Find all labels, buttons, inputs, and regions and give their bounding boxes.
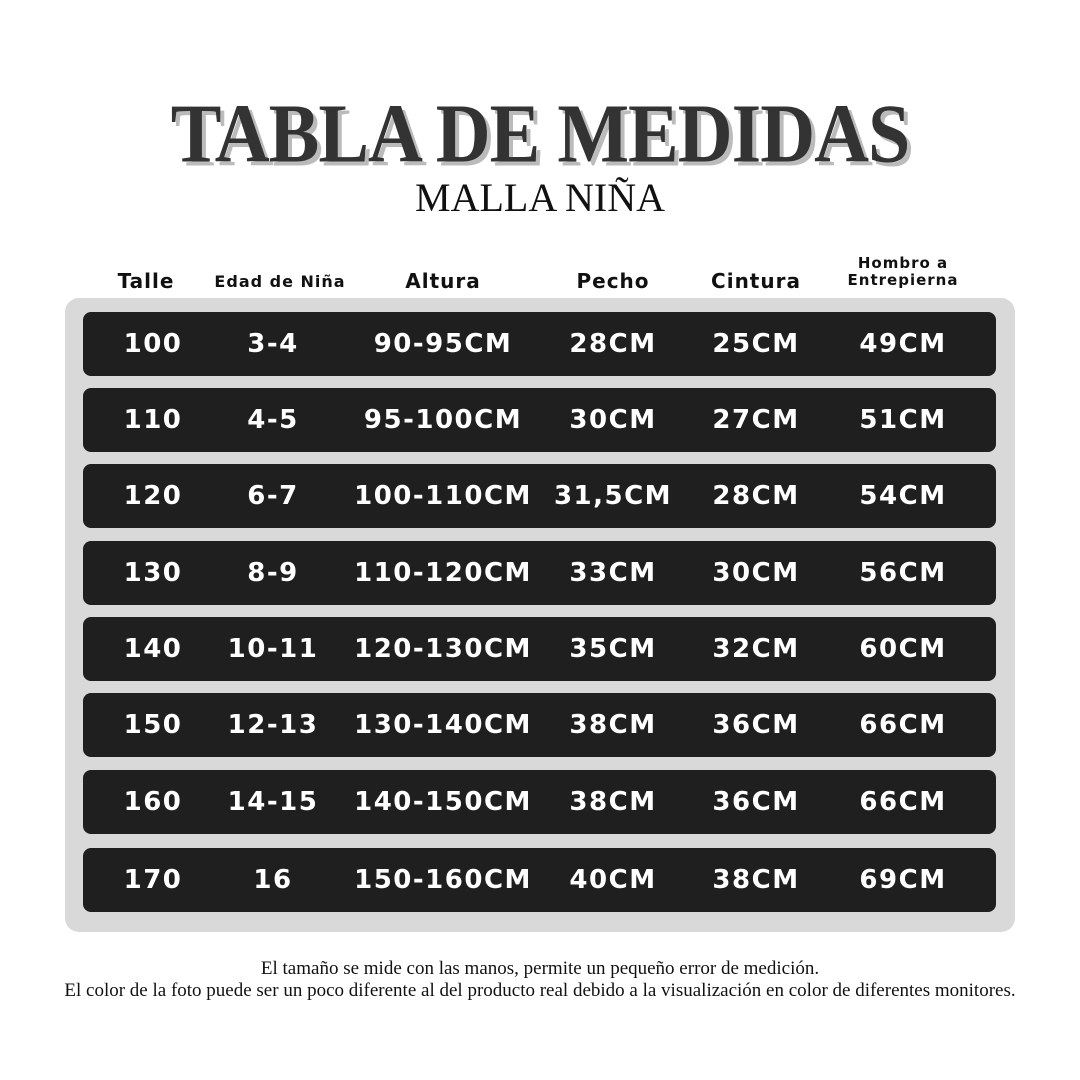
cell-talle: 150 — [123, 710, 183, 740]
cell-edad: 10-11 — [227, 634, 319, 664]
cell-hombro-entrepierna: 51CM — [859, 405, 947, 435]
cell-altura: 110-120CM — [354, 558, 532, 588]
table-row: 100 3-4 90-95CM 28CM 25CM 49CM — [83, 312, 996, 376]
cell-edad: 6-7 — [247, 481, 299, 511]
cell-altura: 130-140CM — [354, 710, 532, 740]
cell-talle: 140 — [123, 634, 183, 664]
cell-hombro-entrepierna: 56CM — [859, 558, 947, 588]
cell-cintura: 32CM — [712, 634, 800, 664]
table-row: 170 16 150-160CM 40CM 38CM 69CM — [83, 848, 996, 912]
cell-talle: 100 — [123, 329, 183, 359]
cell-edad: 4-5 — [247, 405, 299, 435]
table-row: 110 4-5 95-100CM 30CM 27CM 51CM — [83, 388, 996, 452]
header-pecho: Pecho — [576, 269, 650, 293]
cell-cintura: 28CM — [712, 481, 800, 511]
cell-talle: 120 — [123, 481, 183, 511]
cell-altura: 95-100CM — [363, 405, 523, 435]
table-row: 120 6-7 100-110CM 31,5CM 28CM 54CM — [83, 464, 996, 528]
cell-altura: 120-130CM — [354, 634, 532, 664]
cell-altura: 100-110CM — [354, 481, 532, 511]
cell-pecho: 28CM — [569, 329, 657, 359]
header-cintura: Cintura — [711, 269, 801, 293]
header-altura: Altura — [405, 269, 481, 293]
cell-cintura: 36CM — [712, 710, 800, 740]
footer-note: El tamaño se mide con las manos, permite… — [40, 958, 1040, 1002]
footer-line: El color de la foto puede ser un poco di… — [64, 980, 1016, 1001]
table-row: 150 12-13 130-140CM 38CM 36CM 66CM — [83, 693, 996, 757]
cell-pecho: 38CM — [569, 710, 657, 740]
cell-hombro-entrepierna: 49CM — [859, 329, 947, 359]
cell-edad: 8-9 — [247, 558, 299, 588]
cell-edad: 12-13 — [227, 710, 319, 740]
cell-cintura: 38CM — [712, 865, 800, 895]
cell-pecho: 35CM — [569, 634, 657, 664]
cell-talle: 170 — [123, 865, 183, 895]
cell-hombro-entrepierna: 60CM — [859, 634, 947, 664]
header-line: Entrepierna — [847, 271, 959, 289]
cell-pecho: 38CM — [569, 787, 657, 817]
cell-cintura: 27CM — [712, 405, 800, 435]
cell-edad: 3-4 — [247, 329, 299, 359]
page-title: TABLA DE MEDIDAS — [170, 87, 911, 180]
cell-cintura: 25CM — [712, 329, 800, 359]
cell-hombro-entrepierna: 66CM — [859, 787, 947, 817]
cell-pecho: 33CM — [569, 558, 657, 588]
cell-altura: 90-95CM — [373, 329, 513, 359]
cell-altura: 150-160CM — [354, 865, 532, 895]
cell-hombro-entrepierna: 54CM — [859, 481, 947, 511]
cell-altura: 140-150CM — [354, 787, 532, 817]
header-talle: Talle — [117, 269, 175, 293]
header-hombro-entrepierna: Hombro a Entrepierna — [848, 252, 959, 292]
cell-talle: 160 — [123, 787, 183, 817]
table-row: 160 14-15 140-150CM 38CM 36CM 66CM — [83, 770, 996, 834]
cell-talle: 110 — [123, 405, 183, 435]
cell-cintura: 30CM — [712, 558, 800, 588]
header-edad: Edad de Niña — [214, 271, 346, 291]
cell-hombro-entrepierna: 66CM — [859, 710, 947, 740]
cell-pecho: 31,5CM — [553, 481, 673, 511]
cell-pecho: 30CM — [569, 405, 657, 435]
cell-talle: 130 — [123, 558, 183, 588]
cell-edad: 16 — [253, 865, 293, 895]
table-row: 130 8-9 110-120CM 33CM 30CM 56CM — [83, 541, 996, 605]
table-row: 140 10-11 120-130CM 35CM 32CM 60CM — [83, 617, 996, 681]
cell-pecho: 40CM — [569, 865, 657, 895]
cell-edad: 14-15 — [227, 787, 319, 817]
footer-line: El tamaño se mide con las manos, permite… — [260, 958, 820, 979]
header-line: Hombro a — [857, 254, 949, 272]
page-subtitle: MALLA NIÑA — [415, 175, 665, 220]
cell-cintura: 36CM — [712, 787, 800, 817]
cell-hombro-entrepierna: 69CM — [859, 865, 947, 895]
